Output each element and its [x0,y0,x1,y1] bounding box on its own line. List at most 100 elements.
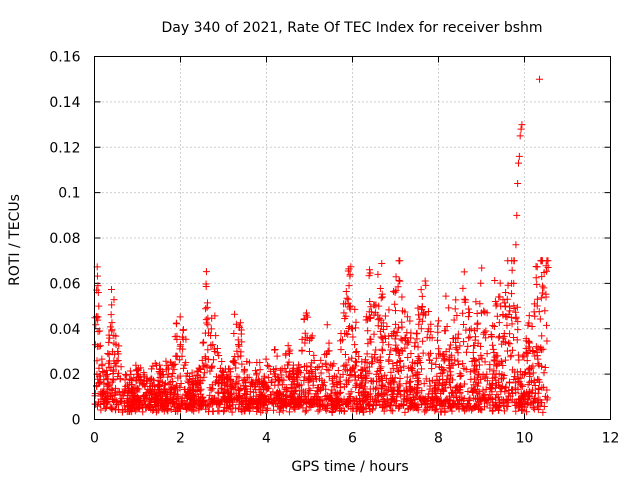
data-point [395,380,403,388]
data-point [447,371,455,379]
data-point [150,376,158,384]
data-point [481,308,489,316]
data-point [453,311,461,319]
data-point [184,401,192,409]
data-point [205,396,213,404]
data-point [191,391,199,399]
data-point [481,358,489,366]
data-point [341,350,349,358]
data-point [140,381,148,389]
data-point [139,408,147,416]
data-point [465,397,473,405]
data-point [119,392,127,400]
data-point [300,316,308,324]
data-point [345,376,353,384]
data-point [465,334,473,342]
data-point [421,277,429,285]
data-point [228,408,236,416]
data-point [213,345,221,353]
data-point [281,365,289,373]
data-point [327,395,335,403]
data-point [217,372,225,380]
data-point [409,372,417,380]
data-point [280,391,288,399]
chart-title: Day 340 of 2021, Rate Of TEC Index for r… [161,20,542,36]
data-point [493,401,501,409]
data-point [456,382,464,390]
data-point [470,357,478,365]
data-point [440,367,448,375]
data-point [165,380,173,388]
data-point [333,381,341,389]
data-point [111,406,119,414]
data-point [161,389,169,397]
data-point [418,317,426,325]
data-point [377,294,385,302]
data-point [469,354,477,362]
data-point [464,387,472,395]
data-point [529,347,537,355]
data-point [206,391,214,399]
data-point [346,270,354,278]
data-point [501,398,509,406]
data-point [363,359,371,367]
data-point [376,353,384,361]
data-point [373,384,381,392]
data-point [343,294,351,302]
data-point [377,333,385,341]
data-point [406,391,414,399]
data-point [135,373,143,381]
data-point [518,121,526,129]
y-tick-label: 0.16 [49,50,80,66]
data-point [201,369,209,377]
data-point [492,302,500,310]
grid-layer [94,56,611,420]
data-point [178,352,186,360]
data-point [536,315,544,323]
data-point [432,387,440,395]
data-point [307,398,315,406]
y-tick-label: 0.08 [49,231,80,247]
data-point [512,241,520,249]
data-point [333,398,341,406]
data-point [371,393,379,401]
data-point [227,405,235,413]
data-point [307,395,315,403]
data-point [98,355,106,363]
y-tick-label: 0.12 [49,140,80,156]
data-point [162,357,170,365]
data-point [227,396,235,404]
data-point [328,386,336,394]
data-point [378,259,386,267]
data-point [175,399,183,407]
data-point [292,383,300,391]
data-point [447,341,455,349]
data-point [540,383,548,391]
data-point [395,257,403,265]
data-point [356,405,364,413]
data-point [94,402,102,410]
data-point [205,329,213,337]
y-tick-label: 0 [72,413,81,429]
data-point [282,368,290,376]
data-point [530,397,538,405]
data-point [414,400,422,408]
data-point [428,365,436,373]
data-point [106,334,114,342]
data-point [473,389,481,397]
data-point [97,406,105,414]
data-point [489,345,497,353]
data-point [171,385,179,393]
data-point [495,407,503,415]
data-point [96,372,104,380]
data-point [538,398,546,406]
data-point [169,369,177,377]
data-point [501,299,509,307]
data-point [365,314,373,322]
data-point [437,397,445,405]
data-point [498,371,506,379]
data-point [389,378,397,386]
data-point [323,321,331,329]
data-point [536,402,544,410]
data-point [403,329,411,337]
